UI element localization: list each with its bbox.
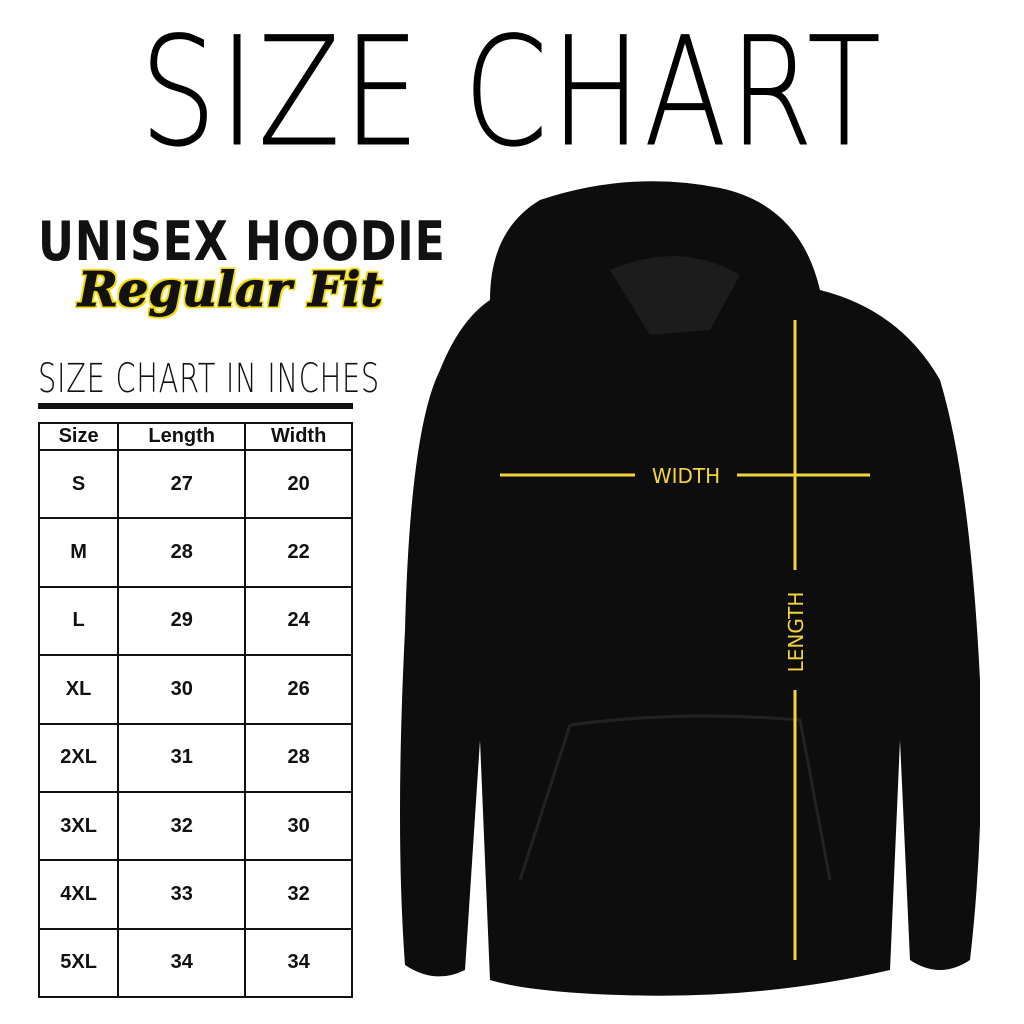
header-size: Size xyxy=(37,422,120,451)
cell-size: XL xyxy=(37,654,120,725)
cell-width: 22 xyxy=(244,517,353,588)
table-header-row: Size Length Width xyxy=(37,422,353,451)
cell-length: 33 xyxy=(117,859,247,930)
cell-width: 34 xyxy=(244,927,353,999)
table-row: M 28 22 xyxy=(37,517,353,588)
cell-size: L xyxy=(37,585,120,657)
header-length: Length xyxy=(117,422,247,451)
product-name: UNISEX HOODIE xyxy=(38,210,446,273)
hood-opening xyxy=(610,256,740,335)
table-row: 2XL 31 28 xyxy=(37,722,353,793)
pocket xyxy=(518,714,832,881)
cell-length: 31 xyxy=(117,722,247,793)
hoodie-illustration xyxy=(400,181,980,996)
cell-width: 20 xyxy=(244,448,353,520)
length-label: LENGTH xyxy=(784,592,808,673)
cell-length: 27 xyxy=(117,448,247,520)
cell-size: S xyxy=(37,448,120,520)
cell-size: 5XL xyxy=(37,927,120,999)
page-title: SIZE CHART xyxy=(140,6,884,180)
cell-length: 29 xyxy=(117,585,247,657)
table-row: 5XL 34 34 xyxy=(37,927,353,999)
cell-length: 34 xyxy=(117,927,247,999)
cell-size: 4XL xyxy=(37,859,120,930)
cell-size: 3XL xyxy=(37,790,120,862)
underline-divider xyxy=(38,403,353,409)
table-row: 3XL 32 30 xyxy=(37,790,353,862)
cell-width: 26 xyxy=(244,654,353,725)
cell-width: 30 xyxy=(244,790,353,862)
units-label: SIZE CHART IN INCHES xyxy=(38,356,380,402)
cell-length: 28 xyxy=(117,517,247,588)
width-label: WIDTH xyxy=(652,464,720,488)
table-row: L 29 24 xyxy=(37,585,353,657)
hoodie-diagram: WIDTH LENGTH xyxy=(400,181,980,996)
header-width: Width xyxy=(244,422,353,451)
cell-size: 2XL xyxy=(37,722,120,793)
fit-label: Regular Fit xyxy=(78,262,384,319)
cell-size: M xyxy=(37,517,120,588)
cell-length: 32 xyxy=(117,790,247,862)
table-row: XL 30 26 xyxy=(37,654,353,725)
cell-width: 24 xyxy=(244,585,353,657)
cell-width: 32 xyxy=(244,859,353,930)
cell-length: 30 xyxy=(117,654,247,725)
table-row: 4XL 33 32 xyxy=(37,859,353,930)
cell-width: 28 xyxy=(244,722,353,793)
table-row: S 27 20 xyxy=(37,448,353,520)
size-table: Size Length Width S 27 20 M 28 22 L 29 24 XL 30 26 2… xyxy=(37,422,353,999)
